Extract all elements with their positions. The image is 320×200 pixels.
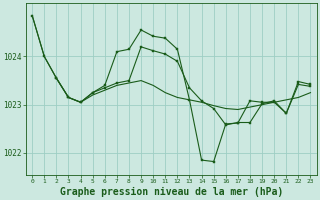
X-axis label: Graphe pression niveau de la mer (hPa): Graphe pression niveau de la mer (hPa) xyxy=(60,186,283,197)
